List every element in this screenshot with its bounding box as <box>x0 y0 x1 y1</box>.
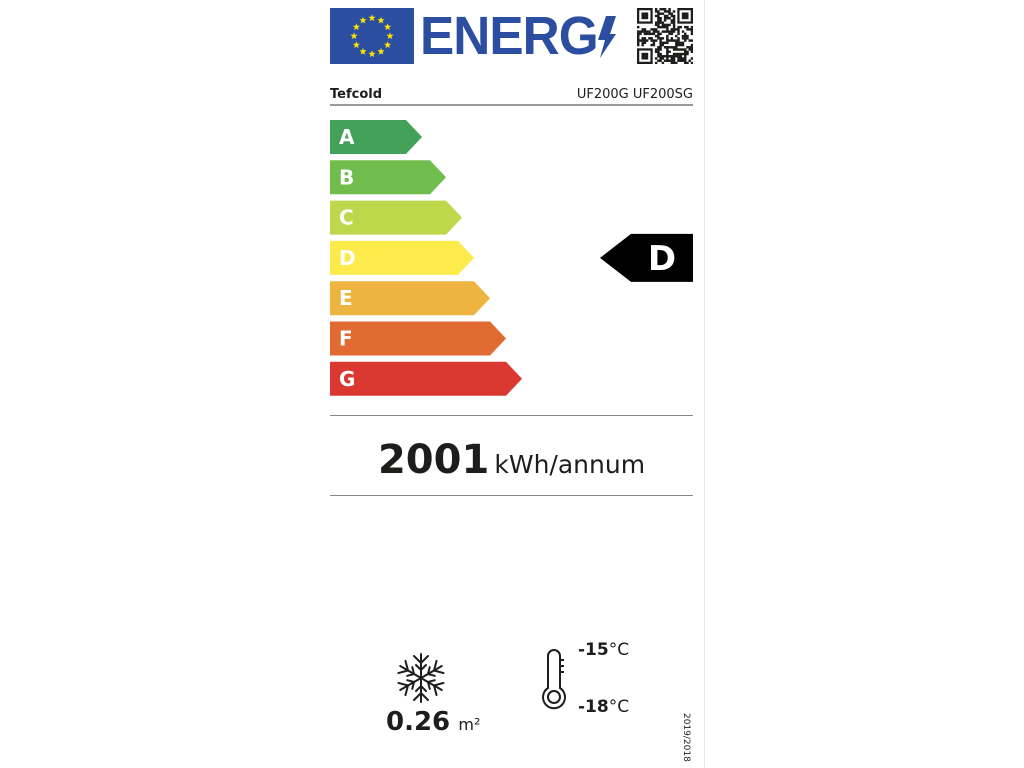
snowflake-icon <box>395 653 447 703</box>
class-label: A <box>339 125 355 149</box>
star-icon <box>384 41 392 49</box>
temp-low-value: -18 <box>578 697 609 717</box>
divider <box>330 104 693 106</box>
display-area: 0.26 m² <box>386 707 480 737</box>
star-icon <box>359 16 367 24</box>
class-label: C <box>339 206 354 230</box>
star-icon <box>359 47 367 55</box>
energy-class-c: C <box>330 200 462 235</box>
star-icon <box>368 14 376 22</box>
supplier-name: Tefcold <box>330 87 383 102</box>
star-icon <box>386 32 394 40</box>
area-value: 0.26 <box>386 707 451 737</box>
energy-class-e: E <box>330 281 490 316</box>
class-arrow <box>330 160 446 195</box>
temperature-high: -15°C <box>578 640 629 660</box>
energy-class-f: F <box>330 321 506 356</box>
rating-indicator: D <box>600 233 693 282</box>
class-arrow <box>330 240 474 275</box>
model-identifier: UF200G UF200SG <box>576 87 693 102</box>
class-arrow <box>330 120 422 154</box>
energy-logo: ENERG <box>420 6 599 66</box>
rating-label: D <box>648 239 676 279</box>
energy-class-b: B <box>330 160 446 195</box>
class-label: E <box>339 286 353 310</box>
star-icon <box>352 41 360 49</box>
energy-unit: kWh/annum <box>494 450 646 479</box>
class-label: F <box>339 327 353 351</box>
class-arrow <box>330 321 506 356</box>
rating-arrow <box>600 233 693 282</box>
class-label: B <box>339 165 354 189</box>
temp-high-value: -15 <box>578 640 609 660</box>
temp-unit: °C <box>608 697 630 717</box>
temp-unit: °C <box>608 640 630 660</box>
class-arrow <box>330 200 462 235</box>
energy-class-d: D <box>330 240 474 275</box>
star-icon <box>377 16 385 24</box>
energy-class-g: G <box>330 361 522 396</box>
class-label: D <box>339 246 356 270</box>
regulation-number: 2019/2018 <box>681 713 691 762</box>
star-icon <box>350 32 358 40</box>
label-border <box>704 0 705 768</box>
star-icon <box>352 23 360 31</box>
thermometer-icon <box>542 649 566 710</box>
class-arrow <box>330 361 522 396</box>
divider <box>330 495 693 496</box>
area-unit: m² <box>458 715 481 734</box>
temperature-low: -18°C <box>578 697 629 717</box>
lightning-icon <box>598 16 616 58</box>
star-icon <box>377 47 385 55</box>
qr-code-icon <box>637 8 693 64</box>
divider <box>330 415 693 416</box>
energy-consumption: 2001 kWh/annum <box>330 432 693 496</box>
star-icon <box>368 50 376 58</box>
eu-flag-icon <box>330 8 414 64</box>
star-icon <box>384 23 392 31</box>
energy-value: 2001 <box>377 437 490 483</box>
class-arrow <box>330 281 490 316</box>
class-label: G <box>339 367 355 391</box>
energy-class-a: A <box>330 120 422 154</box>
